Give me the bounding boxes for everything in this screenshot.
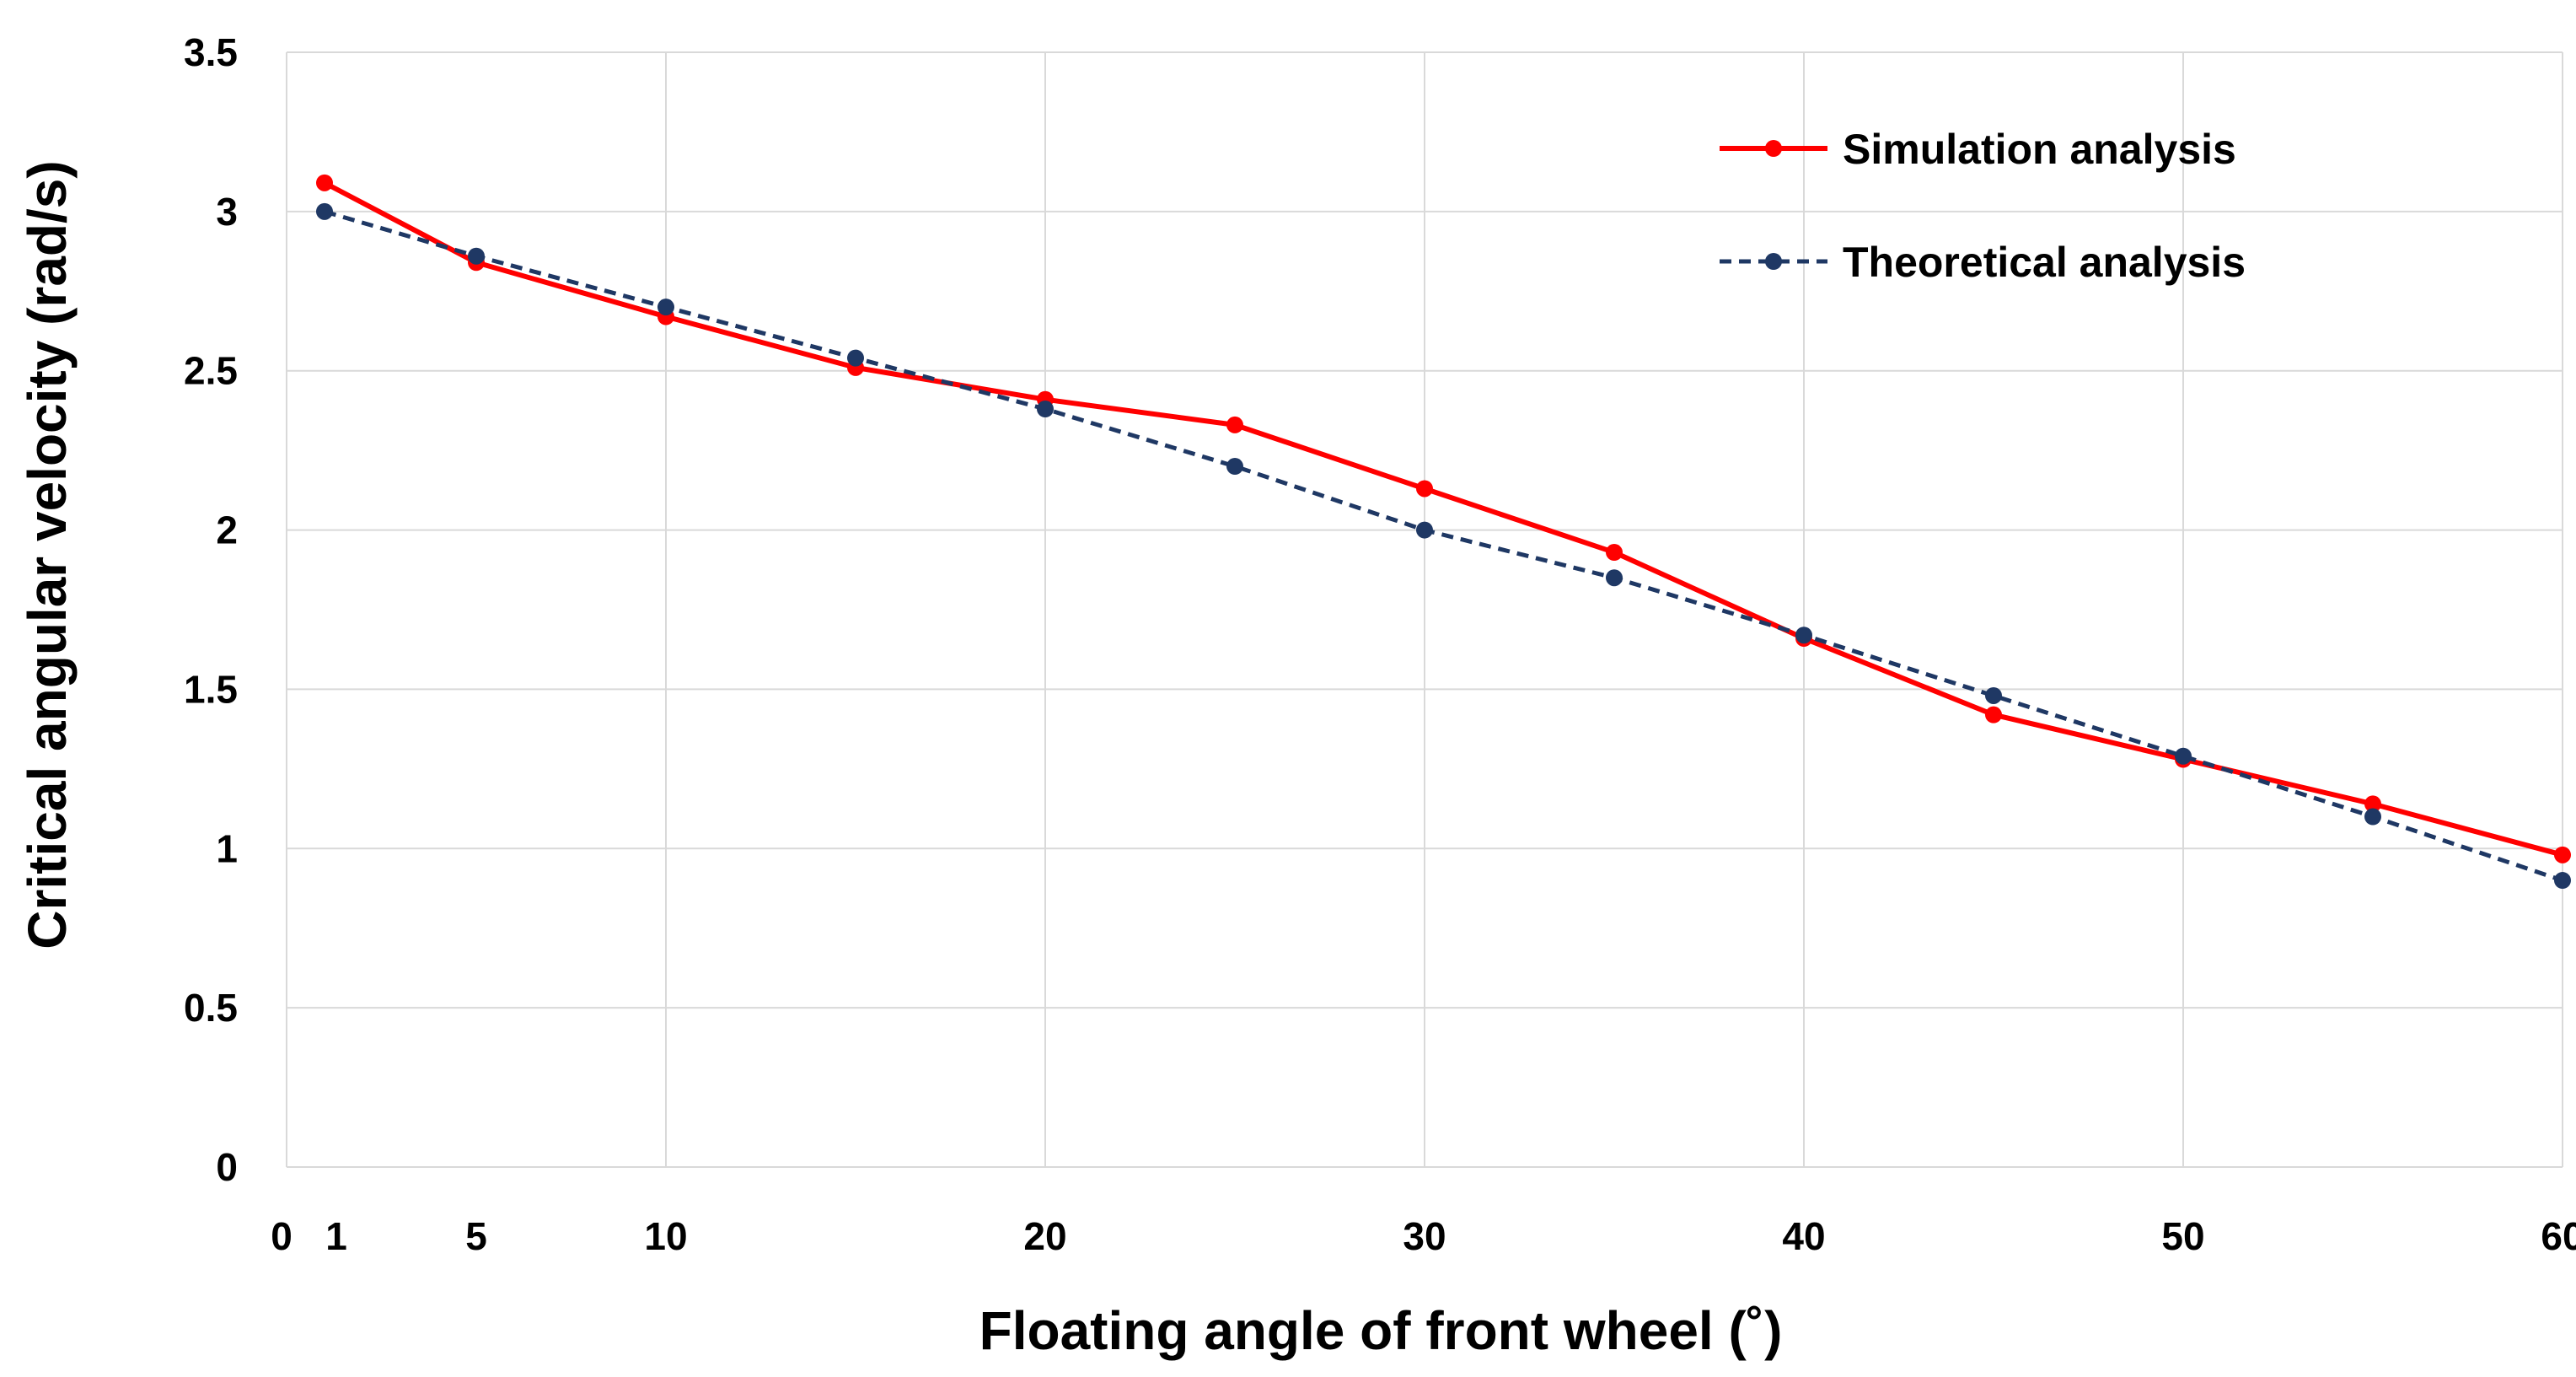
y-tick-label: 3	[216, 190, 238, 234]
series-group	[316, 174, 2571, 890]
legend-marker-theoretical	[1765, 253, 1782, 270]
data-point	[1795, 627, 1812, 644]
data-point	[2364, 795, 2381, 813]
data-point	[2364, 808, 2381, 826]
legend-label-theoretical: Theoretical analysis	[1843, 239, 2246, 286]
data-point	[1226, 458, 1243, 476]
data-point	[316, 202, 333, 220]
data-point	[1606, 569, 1623, 587]
data-point	[847, 349, 864, 367]
x-tick-label: 0	[271, 1214, 292, 1258]
y-tick-label: 2.5	[184, 349, 238, 393]
data-point	[1416, 521, 1433, 539]
x-tick-label: 30	[1403, 1214, 1446, 1258]
x-tick-label: 1	[325, 1214, 347, 1258]
legend-item-theoretical: Theoretical analysis	[1720, 239, 2246, 286]
x-tick-label: 5	[465, 1214, 487, 1258]
data-point	[1226, 416, 1243, 433]
legend: Simulation analysis Theoretical analysis	[1720, 126, 2246, 286]
data-point	[1985, 706, 2002, 723]
legend-item-simulation: Simulation analysis	[1720, 126, 2236, 173]
x-tick-label: 40	[1782, 1214, 1825, 1258]
y-axis-title: Critical angular velocity (rad/s)	[17, 160, 78, 949]
data-point	[1985, 686, 2002, 704]
legend-label-simulation: Simulation analysis	[1843, 126, 2236, 173]
data-point	[2554, 846, 2571, 863]
data-point	[1037, 401, 1054, 418]
grid	[287, 51, 2563, 1167]
y-tick-label: 3.5	[184, 30, 238, 74]
y-tick-label: 0	[216, 1145, 238, 1189]
y-tick-label: 0.5	[184, 986, 238, 1030]
x-tick-label: 20	[1023, 1214, 1066, 1258]
legend-marker-simulation	[1765, 140, 1782, 157]
data-point	[1416, 480, 1433, 498]
data-point	[1606, 544, 1623, 562]
x-axis-title: Floating angle of front wheel (˚)	[979, 1300, 1783, 1361]
data-point	[657, 299, 674, 316]
y-tick-label: 2	[216, 508, 238, 552]
series-theoretical	[316, 202, 2571, 890]
y-tick-label: 1	[216, 826, 238, 870]
x-tick-label: 60	[2541, 1214, 2576, 1258]
axes	[286, 52, 2563, 1168]
y-tick-label: 1.5	[184, 667, 238, 711]
data-point	[2554, 872, 2571, 890]
data-point	[2175, 747, 2192, 765]
tick-labels: 00.511.522.533.50 1 5 10 20 30 40 50 60	[184, 30, 2576, 1258]
data-point	[316, 174, 333, 191]
x-tick-label: 50	[2161, 1214, 2204, 1258]
data-point	[468, 247, 485, 265]
x-tick-label: 10	[644, 1214, 687, 1258]
